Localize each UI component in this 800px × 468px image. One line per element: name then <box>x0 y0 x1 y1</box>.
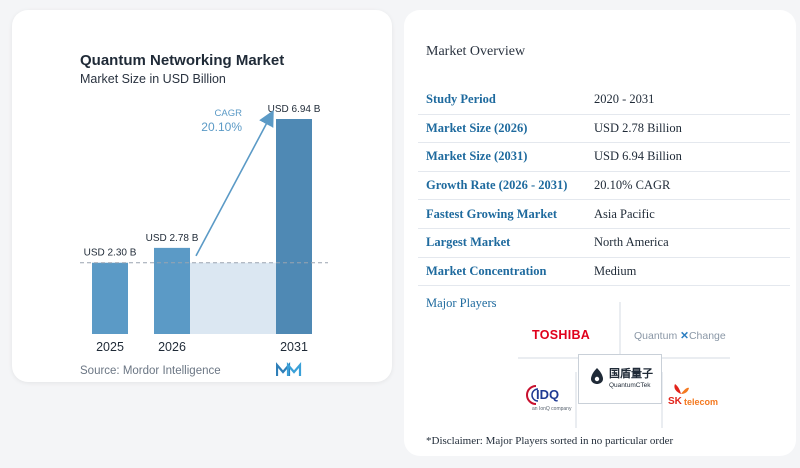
overview-value: 20.10% CAGR <box>594 178 671 193</box>
quantum-xchange-logo-suffix: Change <box>688 330 726 342</box>
overview-value: Medium <box>594 263 637 278</box>
idq-arc-icon <box>526 385 539 405</box>
players-title: Major Players <box>426 296 497 310</box>
overview-table: Study Period 2020 - 2031 Market Size (20… <box>418 86 790 287</box>
overview-label: Largest Market <box>426 235 511 250</box>
overview-value: North America <box>594 235 669 250</box>
quantum-xchange-logo-name: Quantum <box>634 330 678 342</box>
overview-value: 2020 - 2031 <box>594 92 655 107</box>
quantumctek-logo-sub: QuantumCTek <box>609 382 651 389</box>
overview-row: Fastest Growing Market Asia Pacific <box>418 200 790 229</box>
sk-logo-suffix: telecom <box>684 397 719 407</box>
x-mark-icon: ✕ <box>680 330 689 342</box>
overview-label: Market Size (2031) <box>426 149 528 164</box>
value-label: USD 2.30 B <box>84 248 137 259</box>
disclaimer: *Disclaimer: Major Players sorted in no … <box>426 435 674 447</box>
overview-row: Market Size (2031) USD 6.94 Billion <box>418 143 790 172</box>
quantumctek-emblem-icon <box>591 368 603 384</box>
overview-row: Study Period 2020 - 2031 <box>418 86 790 115</box>
idq-logo: IDQ an IonQ company <box>522 384 572 420</box>
growth-shade <box>190 262 276 334</box>
sk-butterfly-icon <box>674 384 689 394</box>
idq-tagline: an IonQ company <box>532 406 572 412</box>
bar-2026 <box>154 247 190 334</box>
overview-title: Market Overview <box>426 44 526 59</box>
quantumctek-logo-name: 国盾量子 <box>609 367 653 380</box>
chart-title: Quantum Networking Market <box>80 52 285 69</box>
chart-subtitle: Market Size in USD Billion <box>80 72 226 86</box>
sk-telecom-logo: SK telecom <box>668 382 732 412</box>
growth-arrow <box>195 109 274 257</box>
x-tick-label: 2026 <box>158 340 186 354</box>
overview-label: Market Concentration <box>426 263 547 278</box>
overview-label: Growth Rate (2026 - 2031) <box>426 178 568 193</box>
value-label: USD 2.78 B <box>146 233 199 244</box>
quantumctek-logo: 国盾量子 QuantumCTek <box>578 354 662 404</box>
overview-value: Asia Pacific <box>594 206 655 221</box>
value-label: USD 6.94 B <box>268 104 321 115</box>
overview-label: Market Size (2026) <box>426 120 528 135</box>
overview-value: USD 2.78 Billion <box>594 120 682 135</box>
bar-2031 <box>276 119 312 334</box>
mordor-logo-icon <box>276 362 302 376</box>
sk-logo-name: SK <box>668 396 682 407</box>
x-tick-label: 2025 <box>96 340 124 354</box>
overview-value: USD 6.94 Billion <box>594 149 682 164</box>
overview-row: Growth Rate (2026 - 2031) 20.10% CAGR <box>418 172 790 201</box>
bar-2025 <box>92 262 128 334</box>
cagr-label: CAGR <box>215 108 243 119</box>
overview-row: Market Concentration Medium <box>418 258 790 287</box>
quantum-xchange-logo: Quantum ✕Change <box>634 330 726 342</box>
toshiba-logo: TOSHIBA <box>532 328 591 342</box>
overview-row: Market Size (2026) USD 2.78 Billion <box>418 115 790 144</box>
cagr-value: 20.10% <box>201 120 242 134</box>
overview-label: Study Period <box>426 92 496 107</box>
source-note: Source: Mordor Intelligence <box>80 365 221 377</box>
idq-logo-name: IDQ <box>536 387 560 402</box>
x-tick-label: 2031 <box>280 340 308 354</box>
overview-row: Largest Market North America <box>418 229 790 258</box>
overview-label: Fastest Growing Market <box>426 206 557 221</box>
